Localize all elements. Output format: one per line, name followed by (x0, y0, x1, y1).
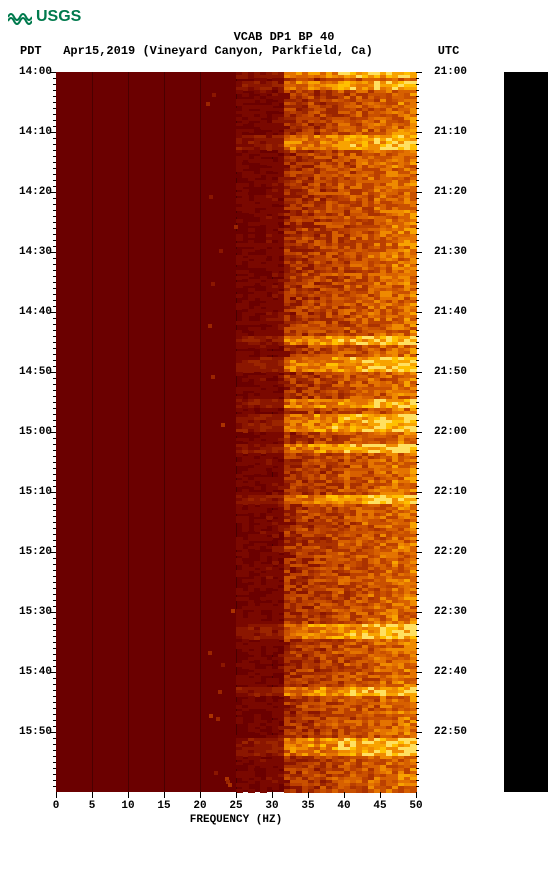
chart-title: VCAB DP1 BP 40 (8, 30, 552, 44)
y-tick-left-label: 14:50 (19, 366, 52, 378)
logo-text: USGS (36, 8, 81, 26)
y-tick-left-label: 14:00 (19, 66, 52, 78)
location: (Vineyard Canyon, Parkfield, Ca) (142, 44, 372, 58)
y-tick-left-label: 15:30 (19, 606, 52, 618)
y-tick-right-label: 22:30 (434, 606, 467, 618)
tz-right: UTC (438, 44, 460, 58)
y-tick-left-label: 15:00 (19, 426, 52, 438)
y-tick-left-label: 14:20 (19, 186, 52, 198)
y-tick-left-label: 15:20 (19, 546, 52, 558)
plot-area (56, 72, 416, 792)
y-tick-left-label: 14:30 (19, 246, 52, 258)
chart-subtitle: PDT Apr15,2019 (Vineyard Canyon, Parkfie… (8, 44, 552, 58)
x-tick-label: 40 (337, 800, 350, 812)
y-tick-right-label: 22:50 (434, 726, 467, 738)
usgs-logo: USGS (8, 8, 552, 26)
spectrogram-chart: 14:00 14:10 14:20 14:30 14:40 14:50 15:00 15:10… (8, 66, 552, 826)
y-tick-left-label: 15:10 (19, 486, 52, 498)
y-tick-right-label: 22:10 (434, 486, 467, 498)
y-tick-right-label: 22:00 (434, 426, 467, 438)
y-tick-right-label: 22:20 (434, 546, 467, 558)
x-tick-label: 25 (229, 800, 242, 812)
x-tick-label: 30 (265, 800, 278, 812)
date: Apr15,2019 (63, 44, 135, 58)
y-tick-left-label: 15:50 (19, 726, 52, 738)
y-tick-right-label: 21:50 (434, 366, 467, 378)
y-tick-right-label: 21:10 (434, 126, 467, 138)
x-tick-label: 15 (157, 800, 170, 812)
y-tick-left-label: 14:40 (19, 306, 52, 318)
y-tick-left-label: 14:10 (19, 126, 52, 138)
x-tick-label: 50 (409, 800, 422, 812)
x-tick-label: 45 (373, 800, 386, 812)
y-tick-right-label: 21:40 (434, 306, 467, 318)
y-tick-right-label: 22:40 (434, 666, 467, 678)
x-tick-label: 5 (89, 800, 96, 812)
y-tick-right-label: 21:20 (434, 186, 467, 198)
x-axis-label: FREQUENCY (HZ) (56, 814, 416, 826)
colorbar (504, 72, 548, 792)
x-tick-label: 35 (301, 800, 314, 812)
x-tick-label: 10 (121, 800, 134, 812)
x-tick-label: 20 (193, 800, 206, 812)
y-tick-left-label: 15:40 (19, 666, 52, 678)
x-tick-label: 0 (53, 800, 60, 812)
y-tick-right-label: 21:00 (434, 66, 467, 78)
tz-left: PDT (20, 44, 42, 58)
wave-icon (8, 9, 32, 25)
y-tick-right-label: 21:30 (434, 246, 467, 258)
